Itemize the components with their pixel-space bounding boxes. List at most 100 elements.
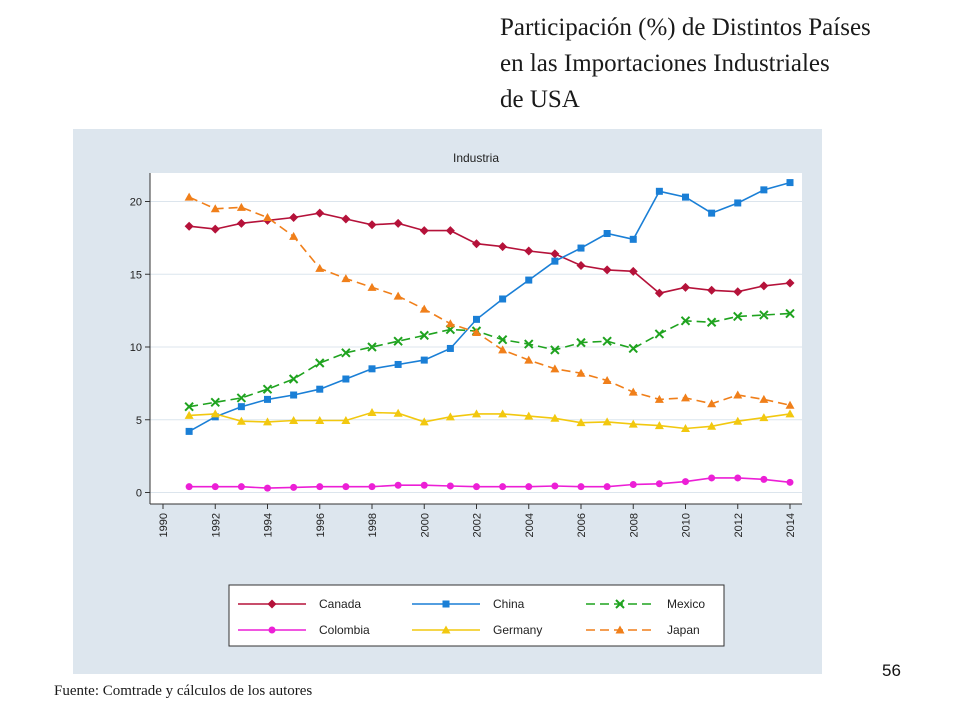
data-point-colombia	[420, 481, 428, 489]
data-point-germany	[210, 409, 220, 418]
data-point-china	[316, 385, 324, 393]
data-point-germany	[550, 413, 560, 422]
data-point-japan	[236, 202, 246, 211]
data-point-colombia	[708, 474, 716, 482]
data-point-colombia	[682, 478, 689, 486]
x-tick-label: 2004	[524, 513, 536, 537]
data-point-germany	[498, 409, 508, 418]
data-point-colombia	[342, 483, 350, 491]
data-point-germany	[263, 417, 272, 426]
data-point-japan	[472, 327, 481, 336]
data-point-china	[734, 199, 742, 207]
series-line-germany	[189, 411, 791, 430]
legend-label-china: China	[493, 597, 525, 611]
data-point-colombia	[237, 483, 245, 491]
legend-label-japan: Japan	[667, 623, 700, 637]
slide-title-line-3: de USA	[500, 86, 580, 113]
data-point-colombia	[655, 480, 663, 488]
data-point-canada	[210, 224, 220, 234]
data-point-mexico	[236, 393, 247, 403]
data-series	[184, 179, 795, 492]
data-point-colombia	[185, 483, 193, 491]
data-point-canada	[341, 214, 351, 224]
data-point-china	[760, 186, 768, 194]
data-point-canada	[759, 281, 769, 291]
data-point-japan	[681, 393, 690, 402]
data-point-japan	[419, 304, 429, 313]
data-point-canada	[628, 266, 638, 276]
data-point-japan	[184, 192, 194, 201]
slide-title: Participación (%) de Distintos Países en…	[500, 10, 940, 118]
data-point-china	[342, 375, 350, 383]
data-point-germany	[524, 411, 534, 420]
data-point-colombia	[786, 478, 794, 486]
data-point-japan	[576, 368, 586, 377]
legend-label-germany: Germany	[493, 623, 542, 637]
data-point-germany	[576, 418, 586, 427]
data-point-canada	[707, 285, 717, 295]
data-point-japan	[628, 387, 638, 396]
plot-area	[150, 173, 802, 504]
series-canada	[184, 208, 795, 298]
data-point-germany	[236, 416, 246, 425]
data-point-canada	[184, 221, 194, 231]
data-point-colombia	[499, 483, 507, 491]
data-point-germany	[707, 421, 717, 430]
series-line-mexico	[188, 312, 791, 408]
data-point-colombia	[473, 483, 480, 491]
data-point-colombia	[446, 482, 454, 490]
data-point-japan	[498, 345, 508, 354]
data-point-germany	[602, 417, 612, 426]
data-point-colombia	[211, 483, 219, 491]
data-point-mexico	[393, 336, 403, 346]
legend-swatch-marker-japan	[615, 625, 625, 634]
series-colombia	[185, 474, 794, 492]
data-point-colombia	[629, 480, 637, 488]
data-point-mexico	[341, 348, 351, 358]
data-point-japan	[289, 231, 299, 240]
source-footnote: Fuente: Comtrade y cálculos de los autor…	[54, 683, 313, 699]
x-tick-label: 2002	[472, 513, 484, 537]
data-point-japan	[341, 274, 351, 283]
x-tick-label: 1998	[367, 513, 379, 537]
data-point-colombia	[577, 483, 585, 491]
data-point-germany	[184, 410, 194, 419]
data-point-japan	[707, 399, 717, 408]
series-china	[185, 179, 794, 435]
data-point-colombia	[551, 482, 559, 490]
data-point-germany	[445, 412, 455, 421]
data-point-japan	[263, 213, 272, 222]
series-line-colombia	[189, 477, 791, 489]
y-tick-label: 0	[136, 488, 142, 500]
legend-swatch-marker-mexico	[615, 599, 625, 609]
y-tick-label: 10	[130, 342, 142, 354]
data-point-canada	[236, 218, 246, 228]
data-point-china	[577, 244, 585, 252]
legend-item-colombia: Colombia	[238, 623, 370, 637]
data-point-mexico	[210, 397, 220, 407]
legend-swatch-marker-colombia	[268, 626, 276, 634]
x-tick-label: 2014	[785, 513, 797, 537]
chart-title: Industria	[453, 151, 499, 165]
axes: 0 5 10 15 20 1990 1992 1994 1996 1998 2000 2002 2004…	[130, 173, 802, 537]
x-tick-label: 1994	[263, 513, 275, 537]
data-point-germany	[628, 419, 638, 428]
data-point-japan	[210, 204, 220, 213]
data-point-germany	[393, 408, 403, 417]
x-tick-label: 2008	[628, 513, 640, 537]
data-point-mexico	[419, 330, 429, 341]
data-point-china	[499, 295, 507, 303]
data-point-mexico	[602, 336, 612, 346]
x-tick-label: 2012	[733, 513, 745, 537]
data-point-china	[525, 276, 533, 284]
legend-item-china: China	[412, 597, 525, 611]
data-point-mexico	[524, 339, 534, 349]
data-point-germany	[654, 421, 664, 430]
data-point-canada	[733, 287, 743, 297]
data-point-germany	[759, 413, 769, 422]
data-point-japan	[654, 394, 664, 403]
x-tick-label: 1996	[315, 513, 327, 537]
data-point-china	[603, 230, 611, 238]
legend-box	[228, 584, 725, 647]
